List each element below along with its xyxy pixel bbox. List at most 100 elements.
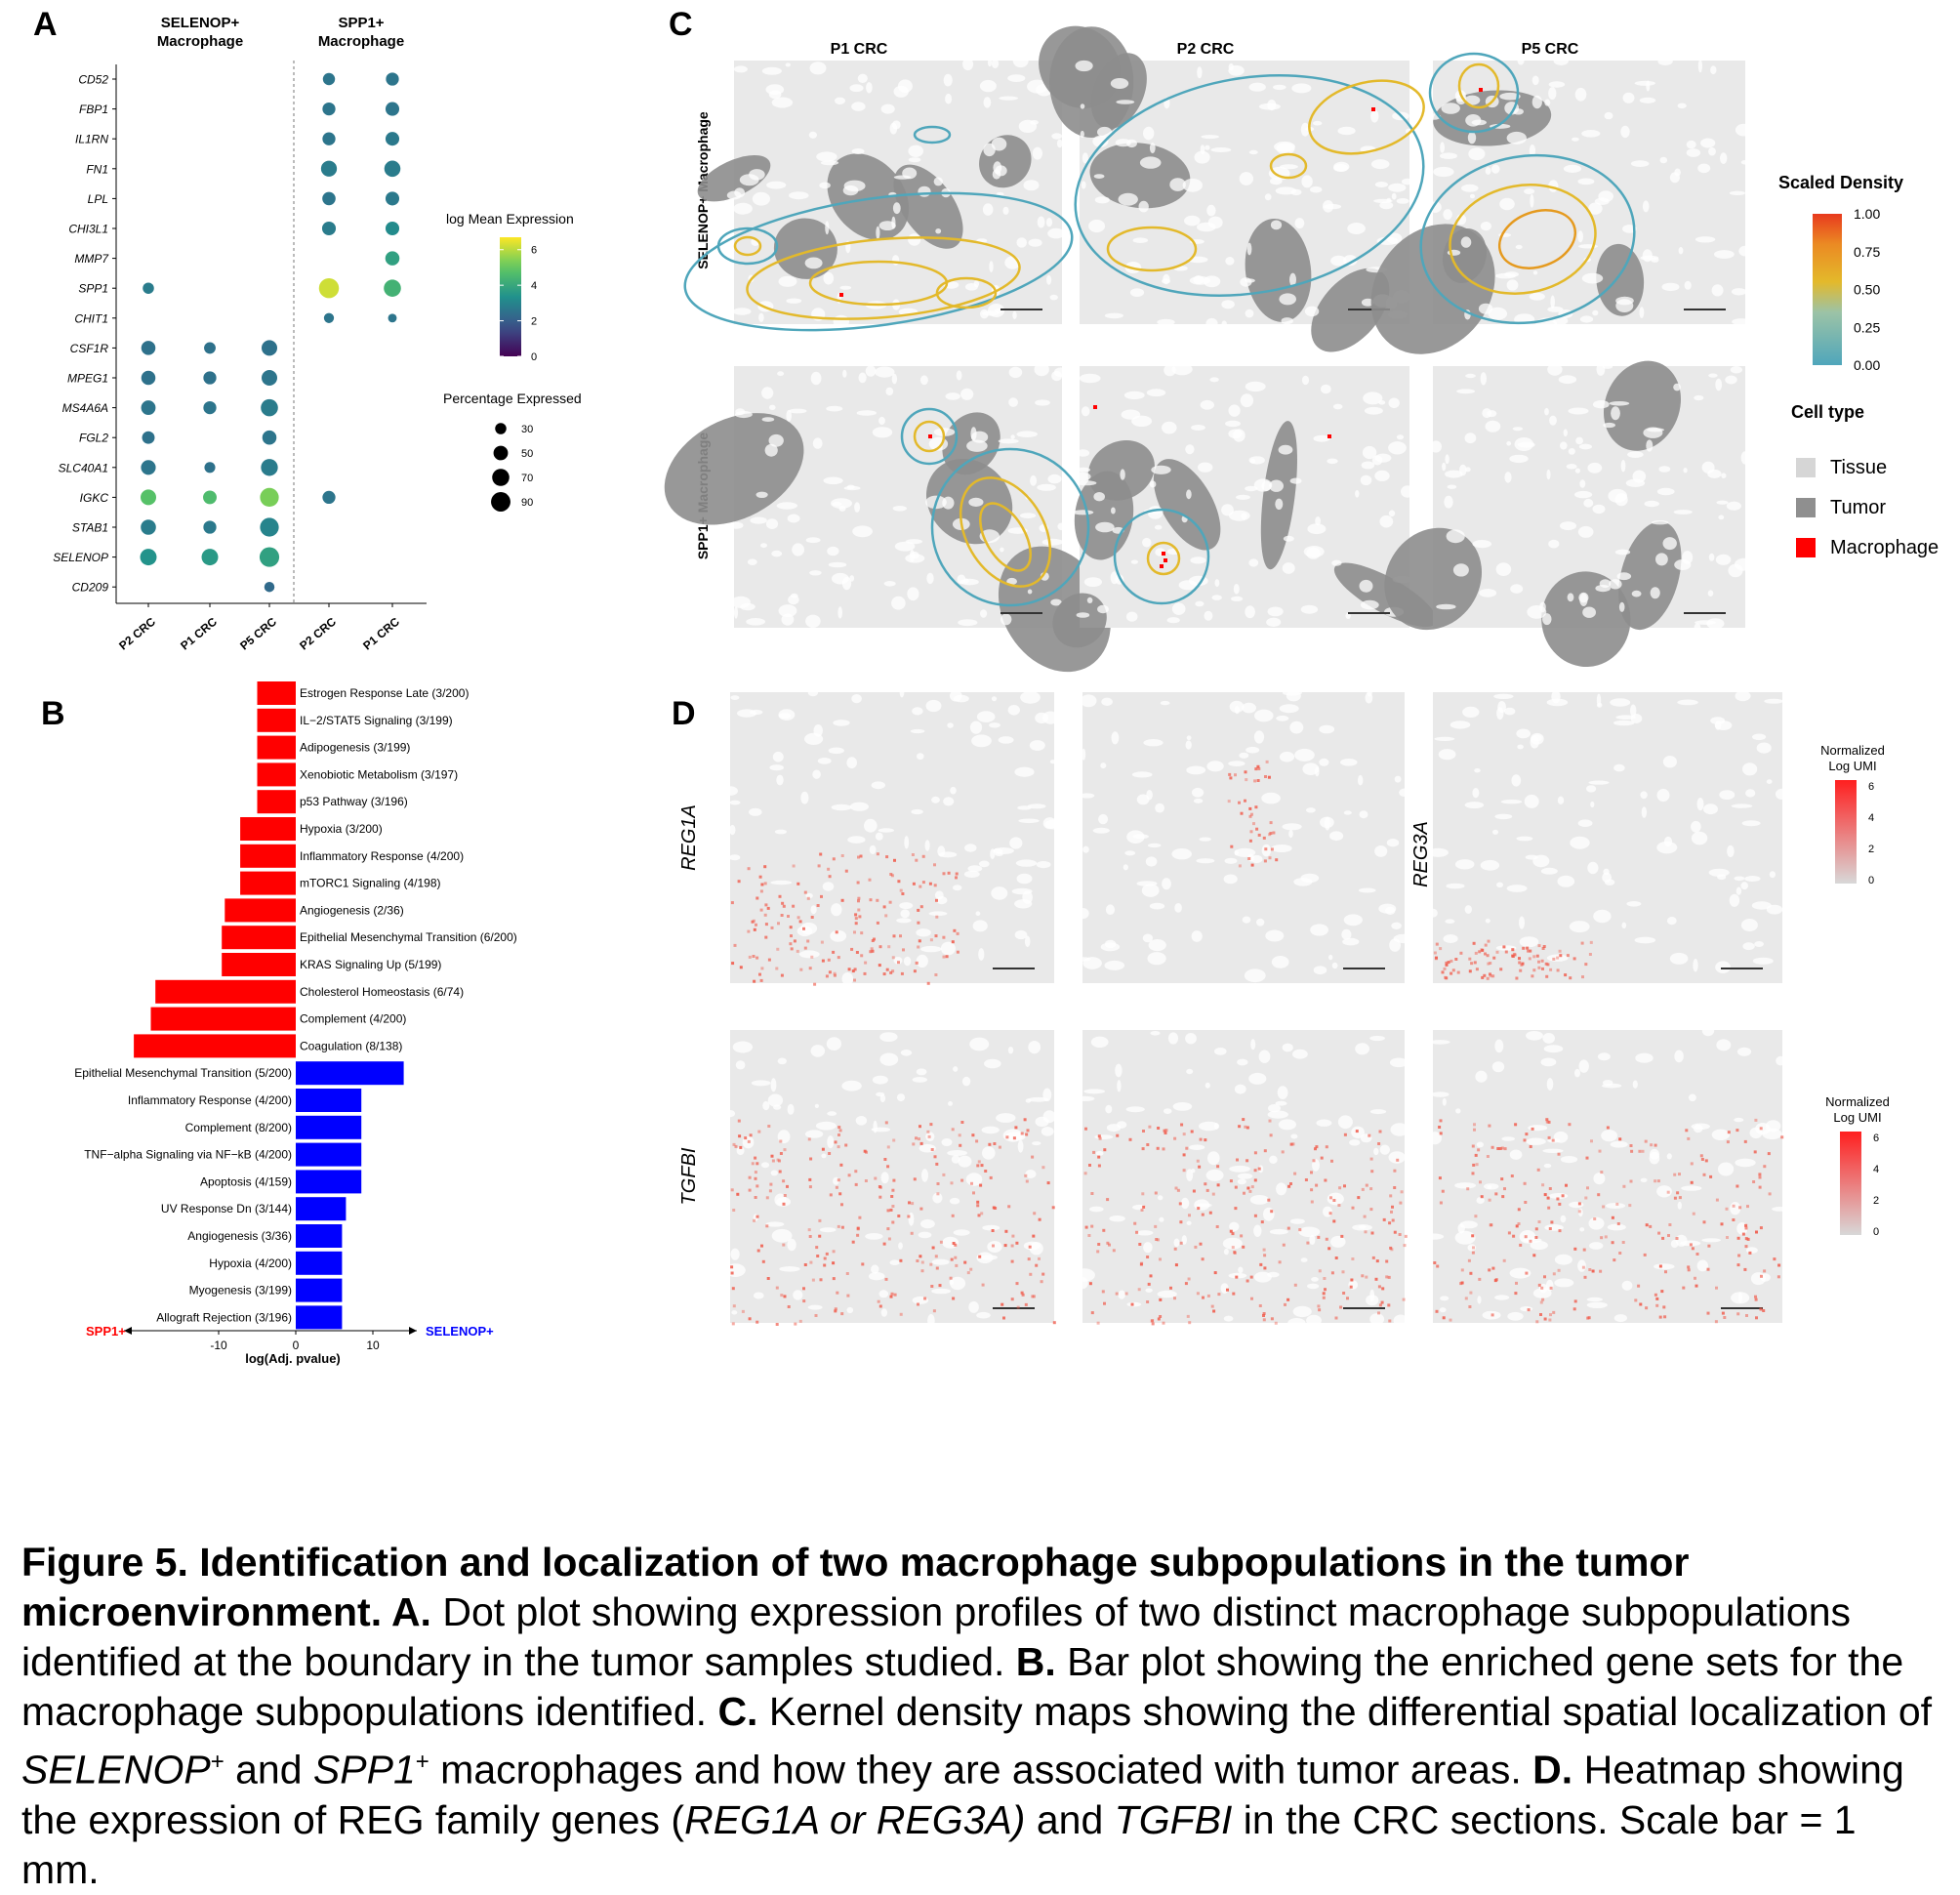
tissue-texture xyxy=(1509,1149,1523,1160)
tissue-texture xyxy=(1051,370,1062,382)
tissue-texture xyxy=(755,491,768,498)
tissue-texture xyxy=(1109,1215,1125,1222)
tissue-texture xyxy=(1574,87,1587,102)
tissue-texture xyxy=(1706,618,1725,630)
tissue-texture xyxy=(1080,793,1095,799)
tissue-texture xyxy=(1005,1132,1026,1141)
tissue-texture xyxy=(819,1227,837,1233)
expression-speck xyxy=(907,1215,911,1218)
expression-speck xyxy=(1762,1309,1766,1312)
tissue-texture xyxy=(1361,298,1374,307)
tissue-texture xyxy=(1389,1057,1409,1068)
expression-speck xyxy=(1547,1120,1551,1124)
tissue-texture xyxy=(964,283,978,291)
density-contour xyxy=(1457,62,1500,109)
tissue-texture xyxy=(1349,1139,1361,1146)
tissue-texture xyxy=(1010,434,1015,439)
bar-label: Inflammatory Response (4/200) xyxy=(128,1093,292,1107)
tissue-texture xyxy=(866,82,873,94)
tissue-texture xyxy=(1482,408,1492,419)
tissue-texture xyxy=(1044,819,1063,830)
tissue-texture xyxy=(778,604,797,618)
tumor-region xyxy=(1260,421,1297,570)
tissue-texture xyxy=(1752,733,1767,741)
tissue-texture xyxy=(1615,715,1636,720)
caption-text: in the CRC sections. Scale bar = 1 mm. xyxy=(21,1796,1857,1892)
tissue-texture xyxy=(995,165,1007,177)
expression-speck xyxy=(775,1323,779,1326)
tissue-texture xyxy=(1587,861,1599,875)
tissue-texture xyxy=(888,191,897,197)
tissue-texture xyxy=(1229,1165,1250,1173)
tissue-texture xyxy=(1749,1127,1763,1139)
expression-speck xyxy=(1275,858,1279,862)
expression-speck xyxy=(893,1293,897,1297)
tissue-texture xyxy=(1703,803,1718,815)
tissue-texture xyxy=(831,498,852,509)
expression-speck xyxy=(1268,833,1272,837)
expression-speck xyxy=(1142,1205,1146,1209)
expression-speck xyxy=(959,1143,962,1147)
expression-speck xyxy=(847,1174,851,1177)
expression-speck xyxy=(834,1309,837,1313)
tissue-background xyxy=(1082,1030,1405,1323)
expression-speck xyxy=(789,926,793,929)
tissue-texture xyxy=(900,1050,913,1056)
expression-speck xyxy=(908,1201,911,1205)
tissue-texture xyxy=(1136,881,1158,886)
expression-speck xyxy=(1330,1271,1334,1275)
expression-speck xyxy=(1187,1277,1191,1281)
tissue-texture xyxy=(1544,407,1549,416)
expression-speck xyxy=(1190,1130,1194,1133)
expression-speck xyxy=(977,1160,981,1164)
tissue-texture xyxy=(940,941,956,956)
expression-speck xyxy=(921,881,925,885)
expression-speck xyxy=(1389,1194,1393,1198)
tissue-texture xyxy=(962,578,969,584)
expression-speck xyxy=(851,1240,855,1244)
tissue-texture xyxy=(934,890,944,900)
y-tick-label: STAB1 xyxy=(72,521,108,535)
expression-speck xyxy=(913,1177,917,1181)
tissue-texture xyxy=(1581,272,1604,284)
expression-speck xyxy=(744,1136,748,1140)
tissue-texture xyxy=(891,120,901,130)
tissue-texture xyxy=(875,832,883,841)
tissue-texture xyxy=(789,191,809,200)
expression-speck xyxy=(1287,1184,1291,1188)
expression-speck xyxy=(755,1162,759,1166)
expression-speck xyxy=(1546,963,1550,967)
expression-speck xyxy=(1154,1224,1158,1228)
dot xyxy=(143,282,154,294)
expression-speck xyxy=(1155,1238,1159,1241)
expression-speck xyxy=(989,1175,993,1179)
tissue-texture xyxy=(1691,820,1701,833)
expression-speck xyxy=(799,968,803,971)
tissue-texture xyxy=(813,724,823,737)
tissue-texture xyxy=(1574,468,1580,474)
axis-arrow-left xyxy=(124,1327,132,1335)
expression-speck xyxy=(753,919,755,923)
tissue-texture xyxy=(1740,882,1748,890)
tissue-texture xyxy=(786,409,792,422)
caption-text: and xyxy=(1025,1796,1115,1842)
expression-speck xyxy=(1174,1263,1178,1267)
expression-speck xyxy=(1243,1191,1245,1195)
expression-speck xyxy=(1000,1302,1004,1306)
size-legend-label: 70 xyxy=(521,473,533,484)
tissue-texture xyxy=(1776,1055,1786,1066)
tissue-texture xyxy=(1677,103,1687,109)
expression-speck xyxy=(1644,1139,1648,1143)
tissue-texture xyxy=(1121,409,1141,420)
tissue-texture xyxy=(1012,54,1029,68)
expression-speck xyxy=(899,1258,903,1262)
tissue-texture xyxy=(725,1110,736,1118)
expression-speck xyxy=(960,1121,964,1124)
expression-speck xyxy=(1758,1173,1762,1176)
tissue-texture xyxy=(1651,520,1669,525)
expression-speck xyxy=(1262,836,1266,840)
tissue-texture xyxy=(1242,916,1251,924)
tissue-texture xyxy=(1228,64,1245,76)
expression-speck xyxy=(1512,952,1516,956)
tissue-texture xyxy=(980,609,988,618)
